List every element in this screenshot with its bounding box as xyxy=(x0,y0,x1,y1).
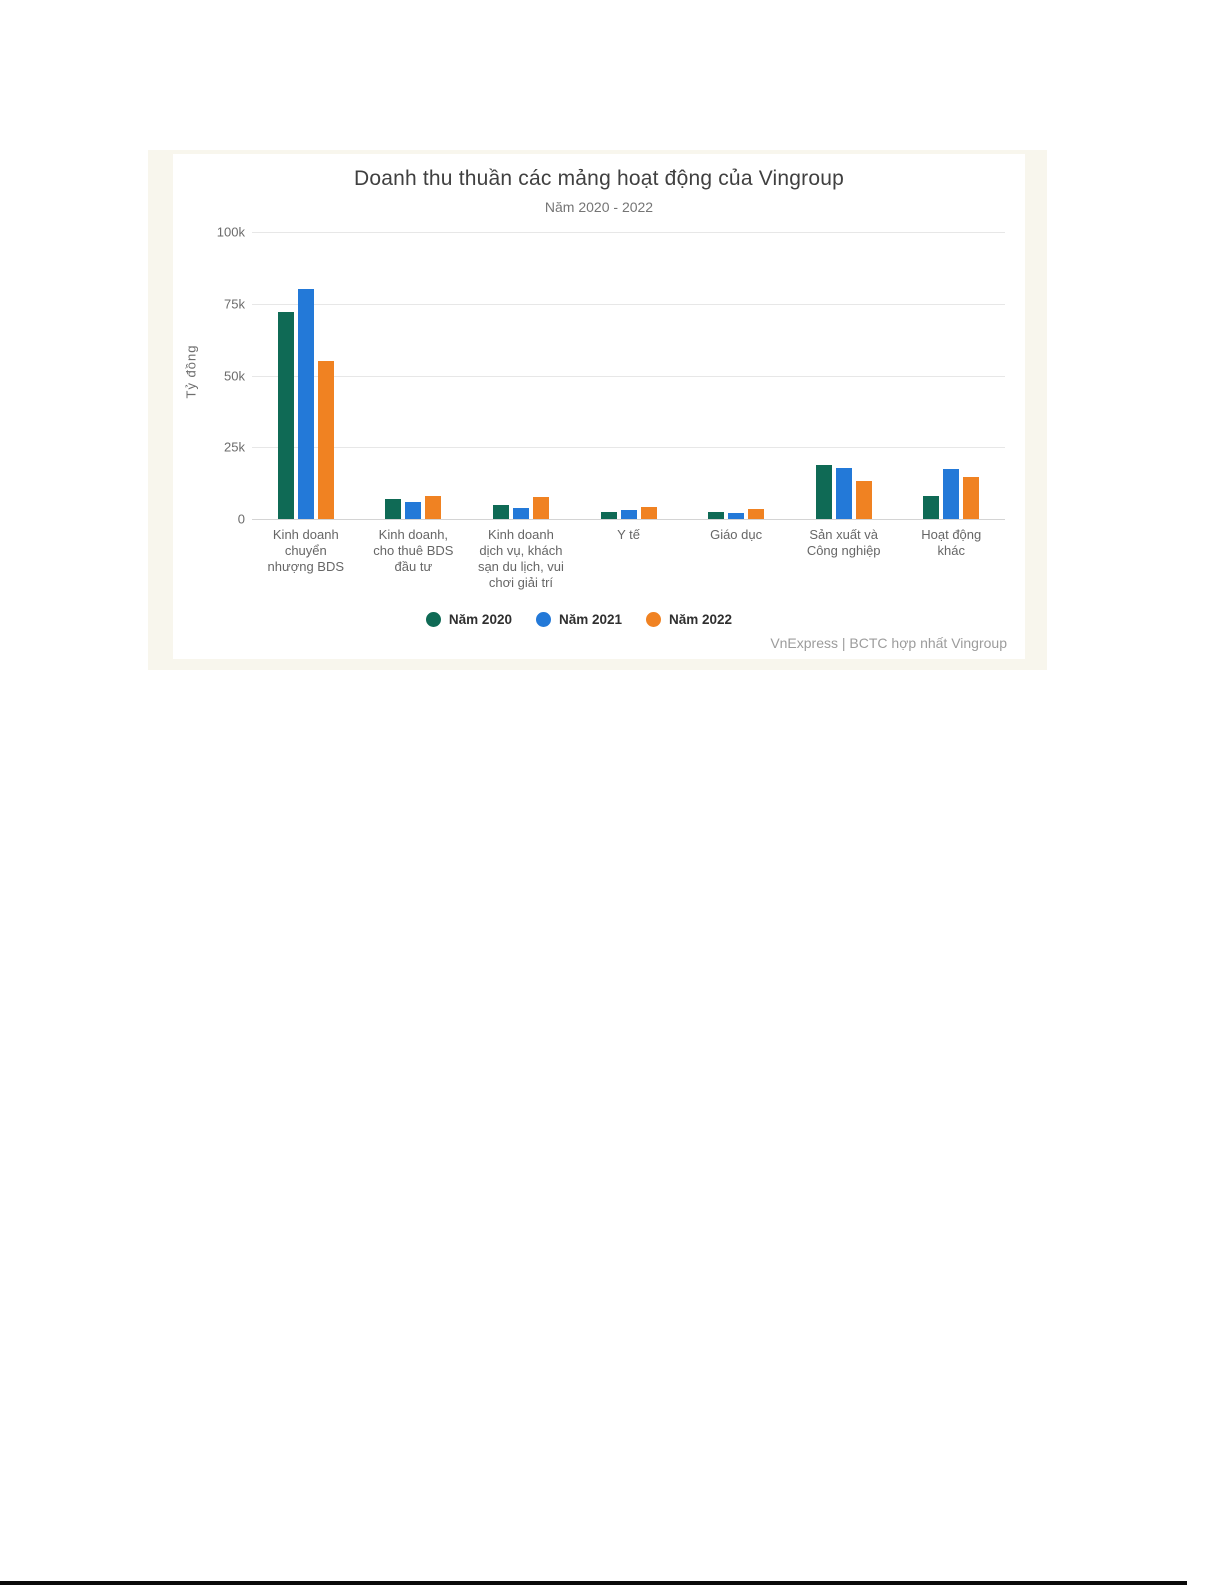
bar-năm-2022[interactable] xyxy=(640,506,657,519)
gridline xyxy=(252,232,1005,233)
bar-năm-2022[interactable] xyxy=(425,496,442,519)
bar-năm-2022[interactable] xyxy=(963,476,980,519)
legend-label: Năm 2022 xyxy=(669,612,733,627)
bar-năm-2021[interactable] xyxy=(512,507,529,519)
x-axis-category-label: Sản xuất và Công nghiệp xyxy=(806,527,881,558)
x-axis-category-label: Y tế xyxy=(617,527,640,542)
bar-group xyxy=(790,232,898,519)
bar-group xyxy=(467,232,575,519)
bar-năm-2021[interactable] xyxy=(620,510,637,519)
y-axis-tick-label: 25k xyxy=(224,439,245,455)
bar-năm-2020[interactable] xyxy=(492,505,509,519)
bar-năm-2020[interactable] xyxy=(277,312,294,519)
bar-group xyxy=(682,232,790,519)
x-axis-labels: Kinh doanh chuyển nhượng BDS Kinh doanh, … xyxy=(252,527,1005,591)
legend: Năm 2020 Năm 2021 Năm 2022 xyxy=(173,612,985,627)
legend-label: Năm 2021 xyxy=(558,612,623,627)
bar-năm-2022[interactable] xyxy=(855,480,872,519)
x-axis-category-label: Kinh doanh chuyển nhượng BDS xyxy=(267,527,345,574)
gridline xyxy=(252,303,1005,305)
x-axis-category-label: Kinh doanh dịch vụ, khách sạn du lịch, v… xyxy=(477,527,564,590)
bar-năm-2021[interactable] xyxy=(835,467,852,519)
bar-năm-2020[interactable] xyxy=(708,512,725,519)
x-axis-category-label: Giáo dục xyxy=(710,527,763,542)
bar-năm-2022[interactable] xyxy=(748,508,765,519)
bar-năm-2021[interactable] xyxy=(728,512,745,519)
gridline xyxy=(252,447,1005,449)
legend-item-nam-2020[interactable]: Năm 2020 xyxy=(425,612,512,627)
bar-group xyxy=(575,232,683,519)
bars-container xyxy=(252,232,1005,519)
chart-frame: Doanh thu thuần các mảng hoạt động của V… xyxy=(148,150,1047,670)
y-axis-tick-label: 50k xyxy=(224,368,245,383)
bar-năm-2020[interactable] xyxy=(385,498,402,519)
legend-marker-icon xyxy=(646,612,662,627)
y-axis-tick-label: 100k xyxy=(216,224,245,240)
bar-năm-2021[interactable] xyxy=(297,289,314,519)
bar-năm-2020[interactable] xyxy=(815,465,832,519)
x-axis-category-label: Hoạt động khác xyxy=(921,527,982,558)
y-axis-tick-label: 0 xyxy=(237,511,245,527)
plot-area xyxy=(252,232,1005,520)
legend-marker-icon xyxy=(535,612,551,627)
source-credit: VnExpress | BCTC hợp nhất Vingroup xyxy=(770,635,1007,651)
chart-title: Doanh thu thuần các mảng hoạt động của V… xyxy=(353,167,845,190)
y-axis-tick-labels: 100k 75k 50k 25k 0 xyxy=(181,225,245,527)
x-axis-category-label: Kinh doanh, cho thuê BDS đầu tư xyxy=(373,527,454,574)
bar-năm-2021[interactable] xyxy=(943,468,960,519)
legend-item-nam-2022[interactable]: Năm 2022 xyxy=(646,612,732,627)
bottom-border-bar xyxy=(0,1581,1187,1585)
x-axis-line xyxy=(252,519,1005,520)
legend-label: Năm 2020 xyxy=(448,612,512,627)
legend-marker-icon xyxy=(425,612,441,627)
bar-năm-2020[interactable] xyxy=(600,511,617,519)
y-axis-tick-label: 75k xyxy=(224,296,245,312)
chart-card: Doanh thu thuần các mảng hoạt động của V… xyxy=(173,154,1025,659)
bar-group xyxy=(360,232,468,519)
legend-item-nam-2021[interactable]: Năm 2021 xyxy=(535,612,623,627)
bar-năm-2020[interactable] xyxy=(923,495,940,519)
gridline xyxy=(252,375,1005,377)
bar-group xyxy=(252,232,360,519)
bar-group xyxy=(897,232,1005,519)
bar-năm-2021[interactable] xyxy=(405,501,422,519)
bar-năm-2022[interactable] xyxy=(532,497,549,519)
chart-subtitle: Năm 2020 - 2022 xyxy=(544,199,654,215)
bar-năm-2022[interactable] xyxy=(317,361,334,519)
